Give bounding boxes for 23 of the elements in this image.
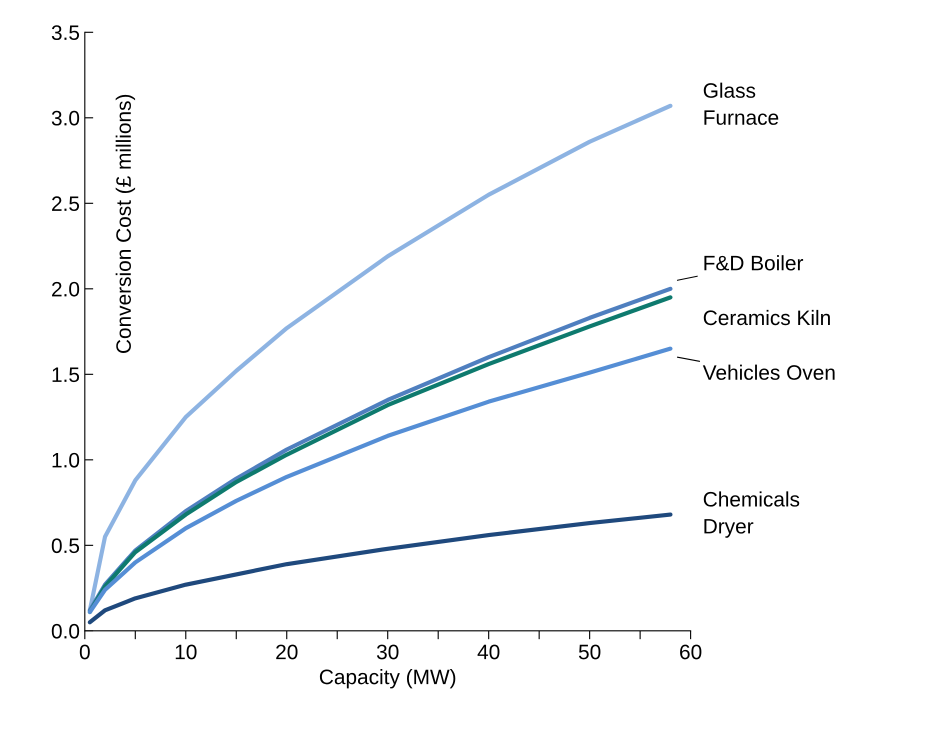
x-axis-title: Capacity (MW) <box>320 669 456 688</box>
y-tick-label: 0.5 <box>52 538 80 554</box>
y-tick-label: 1.5 <box>52 368 80 382</box>
y-tick-label: 3.0 <box>52 110 80 126</box>
y-tick-label: 3.5 <box>52 25 80 40</box>
x-tick-label: 40 <box>478 644 500 660</box>
y-tick-label: 2.0 <box>52 282 80 297</box>
y-tick-label: 2.5 <box>52 196 80 212</box>
x-tick-label: 50 <box>578 644 600 660</box>
series-label: F&D Boiler <box>704 255 804 270</box>
series-label: Vehicles Oven <box>702 364 835 380</box>
series-label: Glass Furnace <box>704 82 778 125</box>
series-label: Ceramics Kiln <box>704 310 830 326</box>
y-tick-label: 1.0 <box>52 452 80 468</box>
y-tick-label: 0.0 <box>52 624 80 639</box>
x-tick-label: 30 <box>376 644 398 660</box>
x-tick-label: 0 <box>80 644 90 660</box>
y-axis-title: Conversion Cost (£ millions) <box>116 94 136 354</box>
line-series <box>88 512 673 624</box>
x-tick-label: 20 <box>276 644 298 660</box>
x-tick-label: 10 <box>176 644 197 660</box>
x-tick-label: 60 <box>680 644 702 660</box>
series-label: Chemicals Dryer <box>704 491 800 538</box>
